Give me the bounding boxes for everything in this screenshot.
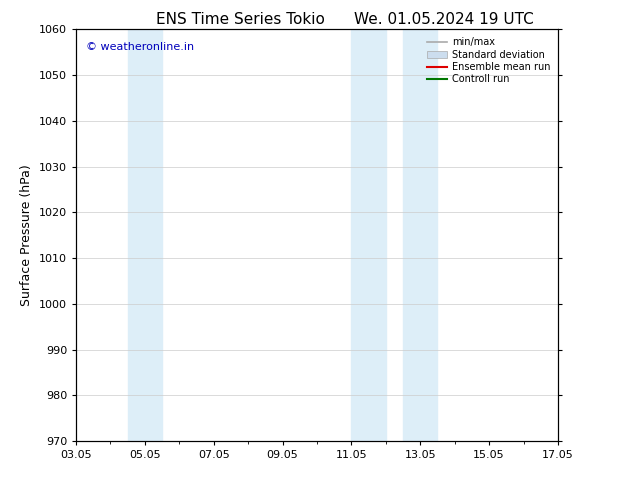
Bar — [351, 29, 386, 441]
Bar — [127, 29, 162, 441]
Y-axis label: Surface Pressure (hPa): Surface Pressure (hPa) — [20, 164, 34, 306]
Text: We. 01.05.2024 19 UTC: We. 01.05.2024 19 UTC — [354, 12, 534, 27]
Bar — [403, 29, 437, 441]
Text: ENS Time Series Tokio: ENS Time Series Tokio — [157, 12, 325, 27]
Legend: min/max, Standard deviation, Ensemble mean run, Controll run: min/max, Standard deviation, Ensemble me… — [424, 34, 553, 87]
Text: © weatheronline.in: © weatheronline.in — [86, 42, 194, 52]
